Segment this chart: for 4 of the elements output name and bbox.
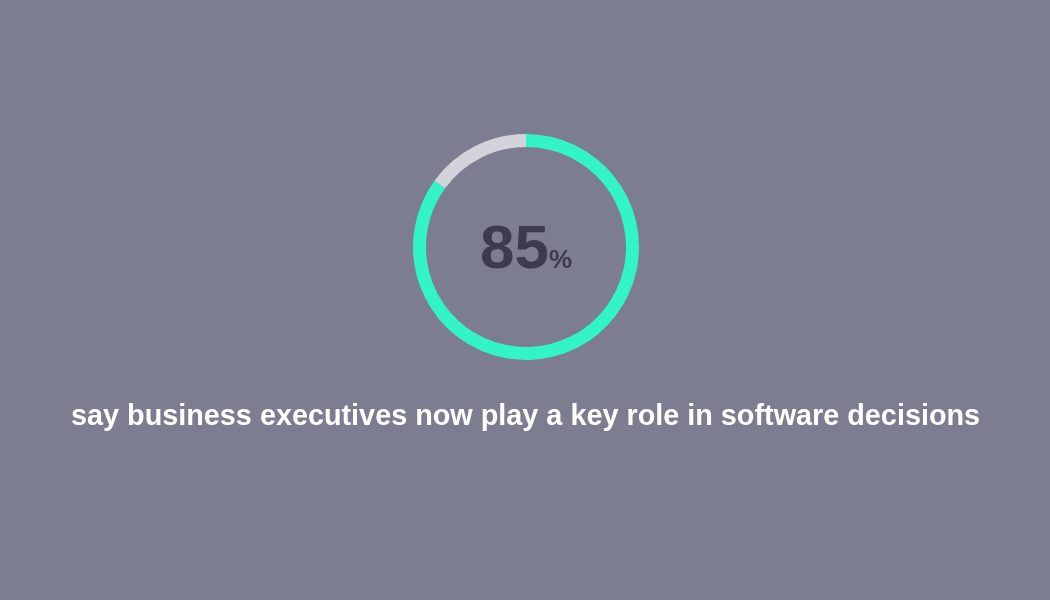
donut-slice [413, 134, 639, 360]
text: 85% [480, 212, 573, 281]
text: say business executives now play a key role in software decisions [71, 399, 981, 431]
donut-slice [434, 134, 526, 189]
